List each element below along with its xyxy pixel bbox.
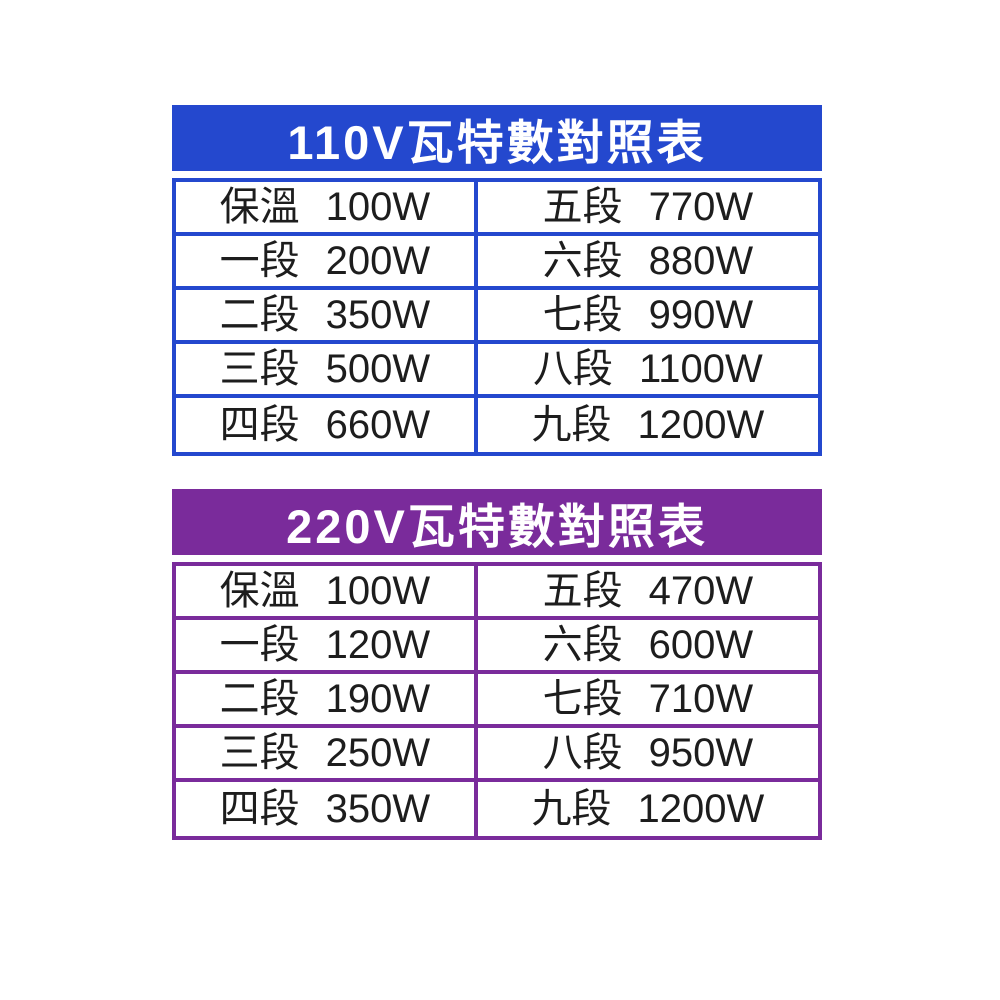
watt-value: 250W [325,731,431,775]
watt-value: 880W [648,239,754,283]
table-cell: 六段 880W [478,236,818,286]
table-cell: 九段 1200W [478,398,818,452]
watt-value: 600W [648,623,754,667]
watt-value: 950W [648,731,754,775]
level-label: 四段 [219,787,300,831]
table-cell: 二段 350W [176,290,478,340]
table-title-220v: 220V瓦特數對照表 [172,489,822,555]
table-cell: 五段 770W [478,182,818,232]
table-row: 一段 120W 六段 600W [176,620,818,674]
watt-value: 1100W [638,347,763,391]
watt-value: 770W [648,185,754,229]
watt-value: 500W [325,347,431,391]
level-label: 八段 [532,347,613,391]
level-label: 三段 [219,347,300,391]
watt-table-220v: 220V瓦特數對照表 保溫 100W 五段 470W 一段 120W 六段 60… [172,489,822,840]
level-label: 四段 [219,403,300,447]
table-cell: 保溫 100W [176,566,478,616]
watt-value: 190W [325,677,431,721]
watt-value: 200W [325,239,431,283]
level-label: 一段 [219,623,300,667]
level-label: 三段 [219,731,300,775]
table-cell: 三段 250W [176,728,478,778]
table-cell: 一段 120W [176,620,478,670]
table-cell: 八段 1100W [478,344,818,394]
table-cell: 五段 470W [478,566,818,616]
table-cell: 七段 710W [478,674,818,724]
watt-value: 990W [648,293,754,337]
level-label: 八段 [542,731,623,775]
table-cell: 一段 200W [176,236,478,286]
watt-value: 100W [325,185,431,229]
table-row: 四段 350W 九段 1200W [176,782,818,836]
table-title-110v: 110V瓦特數對照表 [172,105,822,171]
table-row: 三段 500W 八段 1100W [176,344,818,398]
watt-value: 1200W [637,403,765,447]
table-row: 三段 250W 八段 950W [176,728,818,782]
level-label: 保溫 [219,185,300,229]
table-cell: 三段 500W [176,344,478,394]
level-label: 五段 [542,569,623,613]
table-body-220v: 保溫 100W 五段 470W 一段 120W 六段 600W 二段 190W [172,562,822,840]
table-cell: 四段 350W [176,782,478,836]
watt-table-110v: 110V瓦特數對照表 保溫 100W 五段 770W 一段 200W 六段 88… [172,105,822,456]
table-cell: 四段 660W [176,398,478,452]
level-label: 一段 [219,239,300,283]
level-label: 六段 [542,239,623,283]
level-label: 保溫 [219,569,300,613]
watt-value: 120W [325,623,431,667]
table-body-110v: 保溫 100W 五段 770W 一段 200W 六段 880W 二段 350W [172,178,822,456]
watt-value: 350W [325,293,431,337]
table-row: 保溫 100W 五段 770W [176,182,818,236]
level-label: 五段 [542,185,623,229]
table-row: 二段 350W 七段 990W [176,290,818,344]
watt-value: 710W [648,677,754,721]
watt-value: 100W [325,569,431,613]
table-cell: 九段 1200W [478,782,818,836]
table-row: 二段 190W 七段 710W [176,674,818,728]
level-label: 七段 [542,677,623,721]
level-label: 二段 [219,293,300,337]
table-cell: 保溫 100W [176,182,478,232]
level-label: 二段 [219,677,300,721]
watt-value: 660W [325,403,431,447]
table-cell: 六段 600W [478,620,818,670]
table-row: 保溫 100W 五段 470W [176,566,818,620]
table-cell: 八段 950W [478,728,818,778]
level-label: 九段 [531,403,612,447]
level-label: 六段 [542,623,623,667]
level-label: 七段 [542,293,623,337]
level-label: 九段 [531,787,612,831]
watt-value: 350W [325,787,431,831]
table-cell: 七段 990W [478,290,818,340]
table-row: 四段 660W 九段 1200W [176,398,818,452]
table-row: 一段 200W 六段 880W [176,236,818,290]
watt-value: 1200W [637,787,765,831]
watt-value: 470W [648,569,754,613]
table-cell: 二段 190W [176,674,478,724]
